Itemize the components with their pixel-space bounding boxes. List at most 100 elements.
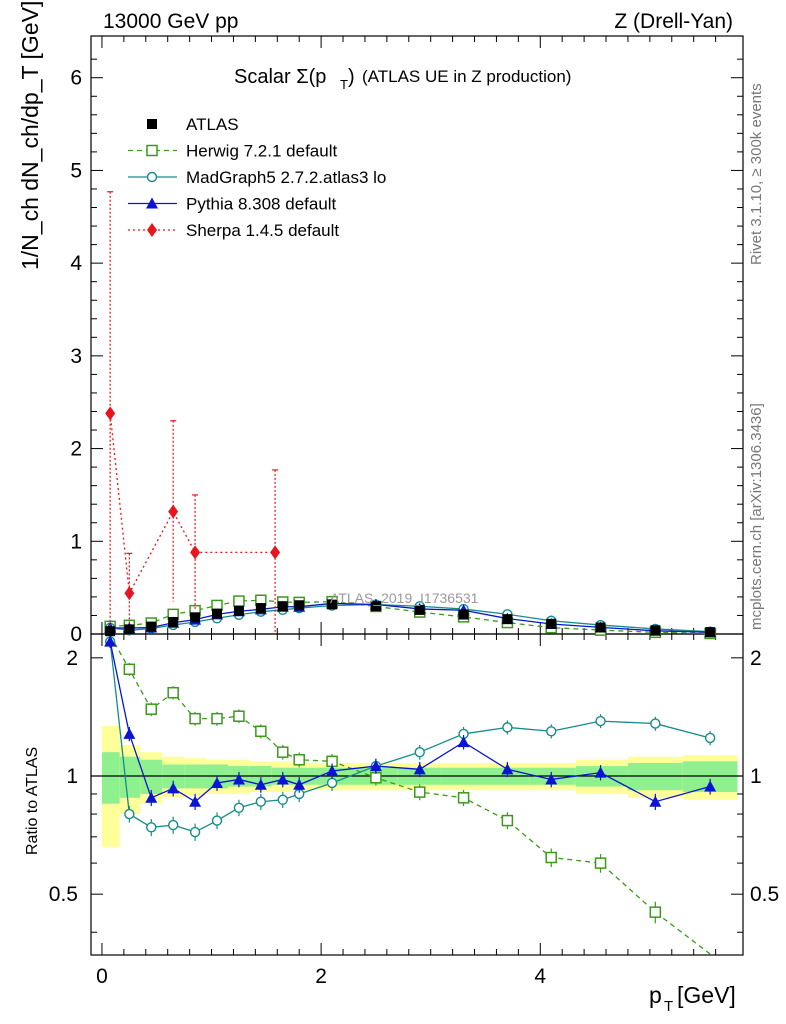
x-axis-label-unit: [GeV] xyxy=(677,982,736,1008)
atlas-marker xyxy=(124,624,135,635)
ratio-marker xyxy=(545,773,558,785)
ratio-marker xyxy=(704,732,716,744)
ratio-marker xyxy=(501,814,514,827)
ratio-marker xyxy=(594,766,607,778)
ratio-marker xyxy=(594,857,607,869)
ratio-panel-frame xyxy=(90,633,744,956)
ratio-marker xyxy=(546,726,557,737)
ratio-marker xyxy=(254,778,267,790)
atlas-marker xyxy=(233,605,244,616)
y-tick-label: 6 xyxy=(70,67,82,90)
ratio-marker xyxy=(277,794,288,805)
main-marker xyxy=(168,504,179,519)
ratio-marker xyxy=(189,795,202,807)
ratio-marker xyxy=(457,736,470,748)
ratio-marker xyxy=(326,764,339,776)
main-marker xyxy=(270,545,281,560)
legend-entry: ATLAS xyxy=(147,115,239,134)
legend-label: Herwig 7.2.1 default xyxy=(186,142,337,161)
legend-marker xyxy=(147,119,157,129)
main-series-line xyxy=(109,413,276,596)
atlas-marker xyxy=(255,603,266,614)
uncertainty-bands xyxy=(91,726,743,847)
ratio-marker xyxy=(293,778,306,790)
y-tick-label: 5 xyxy=(70,159,82,182)
rivet-version-label: Rivet 3.1.10, ≥ 300k events xyxy=(748,83,765,265)
header-left-label: 13000 GeV pp xyxy=(103,10,238,33)
ratio-marker xyxy=(167,686,179,699)
ratio-marker xyxy=(123,663,136,676)
atlas-marker xyxy=(650,625,661,636)
analysis-watermark: ATLAS_2019_I1736531 xyxy=(330,590,479,606)
ratio-marker xyxy=(414,746,425,758)
legend-marker xyxy=(147,223,157,237)
plot-frames xyxy=(90,35,744,956)
atlas-marker xyxy=(168,616,179,627)
atlas-marker xyxy=(458,609,469,620)
ratio-marker xyxy=(167,782,180,794)
ratio-marker xyxy=(145,791,158,803)
ratio-marker xyxy=(413,786,426,798)
ratio-tick-label-left: 1 xyxy=(66,765,78,788)
ratio-y-axis-label: Ratio to ATLAS xyxy=(24,747,41,855)
x-axis-label-sub: T xyxy=(664,998,673,1015)
atlas-marker xyxy=(502,614,513,625)
ratio-marker xyxy=(650,718,661,729)
main-marker xyxy=(190,545,201,560)
atlas-marker xyxy=(190,612,201,623)
ratio-marker xyxy=(595,715,606,727)
header-right-label: Z (Drell-Yan) xyxy=(614,10,733,33)
ratio-marker xyxy=(704,780,717,792)
atlas-marker xyxy=(546,618,557,629)
ratio-band-inner xyxy=(101,752,120,804)
atlas-marker xyxy=(414,604,425,615)
ratio-marker xyxy=(255,725,267,738)
ratio-marker xyxy=(211,815,223,826)
ratio-band-inner xyxy=(140,759,163,794)
chart-title: Scalar Σ(p T ) (ATLAS UE in Z production… xyxy=(234,66,571,92)
chart-title-sub: T xyxy=(340,77,348,92)
ratio-marker xyxy=(145,703,158,715)
ratio-band-inner xyxy=(119,756,141,798)
ratio-tick-label-right: 1 xyxy=(750,765,762,788)
ratio-marker xyxy=(255,796,267,807)
ratio-marker xyxy=(211,712,223,725)
series-atlas xyxy=(105,599,716,638)
legend-label: Sherpa 1.4.5 default xyxy=(186,221,339,240)
ratio-marker xyxy=(649,906,662,918)
x-tick-label: 0 xyxy=(96,965,108,988)
ratio-marker xyxy=(189,712,201,725)
ratio-marker xyxy=(233,710,245,722)
ratio-marker xyxy=(649,795,662,807)
ratio-marker xyxy=(545,851,557,864)
ratio-marker xyxy=(457,792,470,804)
atlas-marker xyxy=(595,622,606,633)
y-tick-label: 0 xyxy=(70,623,82,646)
ratio-tick-label-right: 2 xyxy=(750,647,762,670)
source-label: mcplots.cern.ch [arXiv:1306.3436] xyxy=(748,403,765,630)
ratio-marker xyxy=(211,776,224,788)
ratio-marker xyxy=(293,754,305,766)
atlas-marker xyxy=(277,601,288,612)
legend-label: MadGraph5 2.7.2.atlas3 lo xyxy=(186,168,386,187)
atlas-marker xyxy=(327,599,338,610)
ratio-marker xyxy=(502,722,513,733)
ratio-marker xyxy=(146,822,157,833)
atlas-marker xyxy=(294,600,305,611)
y-tick-label: 2 xyxy=(70,438,82,461)
legend-entry: Pythia 8.308 default xyxy=(128,195,337,214)
series-layer xyxy=(104,191,717,955)
ratio-marker xyxy=(501,763,514,775)
atlas-marker xyxy=(212,608,223,619)
ratio-marker xyxy=(276,773,289,785)
ratio-marker xyxy=(277,746,289,758)
legend-marker xyxy=(146,197,158,209)
chart-title-rest: (ATLAS UE in Z production) xyxy=(362,67,571,86)
ratio-marker xyxy=(233,802,245,813)
ratio-marker xyxy=(123,727,136,739)
atlas-marker xyxy=(105,626,116,637)
y-tick-label: 1 xyxy=(70,530,82,553)
ratio-marker xyxy=(413,763,426,775)
